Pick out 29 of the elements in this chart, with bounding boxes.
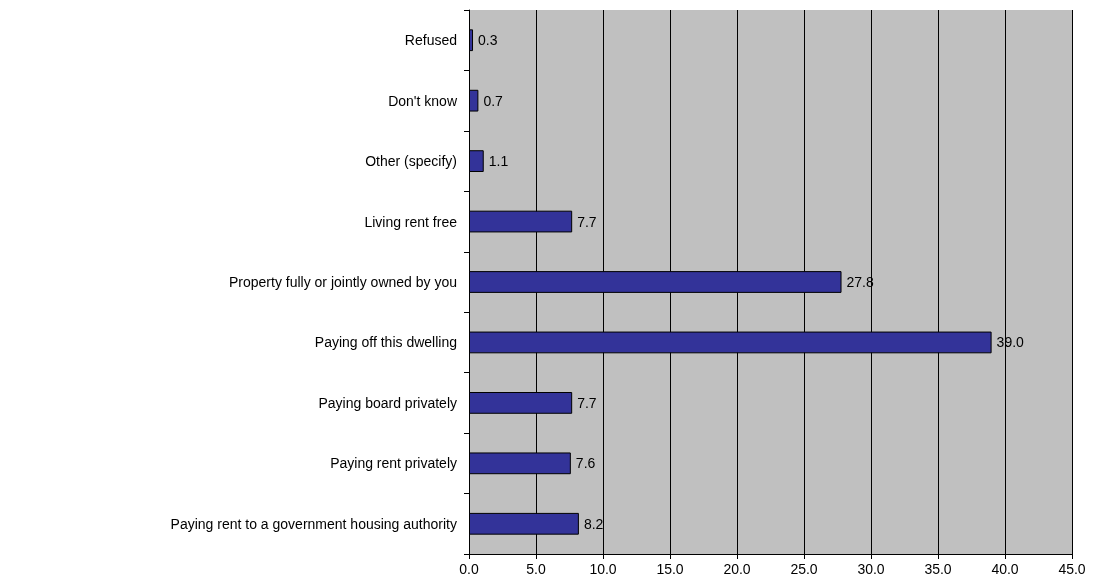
bar [469,89,479,112]
x-tick-label: 20.0 [723,561,751,577]
x-tick-label: 5.0 [526,561,546,577]
data-label: 0.3 [478,32,498,49]
x-tick-label: 45.0 [1058,561,1086,577]
data-label: 7.7 [577,394,597,411]
y-tick-label: Other (specify) [365,153,457,170]
data-label: 8.2 [583,515,604,532]
bar [469,29,474,52]
x-tick-label: 10.0 [589,561,617,577]
x-tick-label: 40.0 [991,561,1019,577]
data-label: 1.1 [488,153,509,170]
y-tick-label: Property fully or jointly owned by you [229,274,457,290]
data-label: 7.6 [575,455,596,472]
x-tick-label: 25.0 [790,561,818,577]
x-tick-label: 35.0 [924,561,952,577]
y-tick-label: Paying off this dwelling [314,334,457,351]
y-tick-label: Living rent free [364,213,458,230]
y-tick-label: Paying rent privately [330,455,457,472]
x-tick-label: 0.0 [459,561,479,577]
y-tick-label: Refused [404,32,457,49]
bar [469,150,484,172]
y-tick-label: Don't know [388,92,458,109]
data-label: 7.7 [577,213,597,230]
data-label: 0.7 [483,92,504,109]
y-tick-label: Paying board privately [318,394,457,411]
x-tick-label: 15.0 [656,561,684,577]
y-tick-label: Paying rent to a government housing authority [170,515,457,532]
x-tick-label: 30.0 [857,561,885,577]
